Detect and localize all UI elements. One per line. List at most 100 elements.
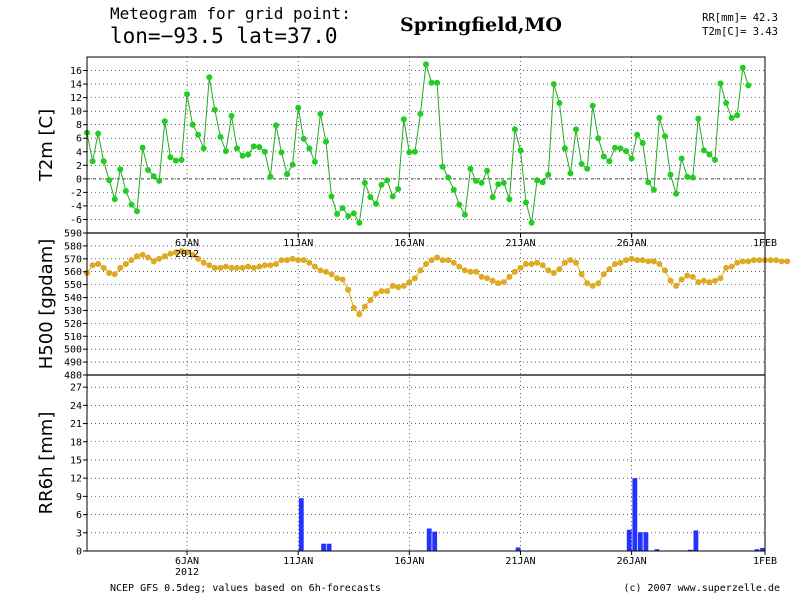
t2m-point	[256, 144, 263, 150]
h500-point	[573, 259, 579, 266]
t2m-point	[667, 171, 674, 178]
h500-point	[695, 279, 702, 286]
h500-point	[662, 267, 668, 274]
h500-point	[784, 258, 791, 265]
h500-point	[723, 264, 730, 271]
t2m-point	[200, 145, 207, 152]
t2m-point	[478, 179, 485, 186]
h500-point	[234, 264, 240, 271]
h500-point	[773, 257, 780, 264]
x-tick-label: 6JAN	[175, 238, 199, 249]
t2m-point	[122, 188, 129, 194]
t2m-point	[295, 104, 302, 111]
h500-point	[122, 261, 129, 267]
h500-point	[172, 249, 179, 256]
t2m-point	[523, 199, 529, 206]
h500-point	[550, 270, 557, 276]
t2m-point	[612, 144, 618, 151]
h500-point	[145, 254, 152, 261]
t2m-point	[117, 166, 124, 173]
y-tick-label: 18	[70, 437, 82, 448]
t2m-point	[172, 157, 179, 164]
h500-point	[689, 273, 696, 280]
t2m-point	[495, 181, 502, 188]
y-tick-label: 590	[64, 229, 82, 240]
h500-point	[684, 272, 691, 279]
h500-point	[606, 266, 613, 273]
precip-bar	[688, 549, 693, 551]
y-tick-label: 16	[70, 66, 82, 77]
h500-point	[273, 261, 279, 267]
precip-bar	[754, 549, 760, 551]
h500-point	[734, 259, 741, 266]
t2m-point	[712, 156, 718, 163]
t2m-point	[600, 153, 607, 160]
x-tick-label: 21JAN	[505, 556, 535, 567]
t2m-point	[389, 193, 396, 200]
h500-point	[667, 277, 674, 284]
t2m-point	[484, 167, 491, 174]
t2m-point	[639, 140, 646, 146]
y-axis-label: T2m [C]	[36, 109, 57, 182]
y-tick-label: 24	[70, 401, 82, 412]
t2m-point	[645, 179, 652, 186]
t2m-point	[511, 126, 518, 133]
h500-point	[289, 255, 296, 262]
h500-point	[700, 277, 707, 284]
y-tick-label: 480	[64, 371, 82, 382]
t2m-point	[106, 177, 113, 184]
data-layer	[84, 61, 791, 551]
t2m-point	[239, 152, 246, 159]
h500-point	[156, 255, 163, 262]
t2m-point	[228, 112, 235, 119]
y-tick-label: 4	[76, 147, 82, 158]
t2m-point	[500, 179, 507, 186]
x-tick-label: 21JAN	[505, 238, 535, 249]
x-tick-label: 1FEB	[753, 238, 777, 249]
h500-point	[317, 267, 324, 274]
t2m-point	[95, 130, 102, 137]
h500-point	[528, 261, 535, 267]
h500-point	[117, 264, 124, 271]
t2m-point	[589, 102, 596, 109]
y-tick-label: 580	[64, 241, 82, 252]
h500-point	[406, 279, 413, 286]
h500-point	[567, 257, 574, 264]
t2m-point	[534, 177, 541, 184]
h500-point	[534, 259, 541, 266]
y-tick-label: 21	[70, 419, 82, 430]
t2m-point	[434, 79, 441, 86]
t2m-point	[384, 177, 391, 184]
t2m-point	[595, 135, 602, 142]
y-tick-label: 3	[76, 528, 82, 539]
t2m-point	[634, 131, 641, 138]
h500-point	[239, 264, 246, 271]
h500-point	[428, 257, 435, 264]
h500-point	[506, 273, 513, 280]
h500-point	[395, 284, 402, 291]
y-tick-label: 14	[70, 80, 82, 91]
t2m-point	[745, 82, 752, 89]
t2m-point	[145, 167, 152, 173]
y-axis-label: RR6h [mm]	[36, 412, 57, 515]
h500-point	[584, 280, 591, 287]
rr-summary: RR[mm]= 42.3	[702, 12, 778, 24]
precip-bar	[298, 498, 304, 551]
y-tick-label: 8	[76, 120, 82, 131]
h500-point	[95, 261, 102, 267]
h500-point	[417, 267, 424, 274]
h500-point	[378, 288, 385, 295]
h500-point	[767, 257, 774, 264]
t2m-point	[311, 158, 318, 165]
t2m-line	[86, 64, 749, 225]
t2m-point	[684, 173, 691, 180]
y-tick-label: 10	[70, 107, 82, 118]
frame-layer	[83, 56, 766, 555]
t2m-point	[328, 193, 335, 200]
t2m-point	[489, 194, 496, 201]
t2m-point	[450, 186, 457, 193]
h500-point	[167, 250, 174, 257]
h500-point	[228, 264, 235, 271]
h500-point	[489, 277, 496, 284]
h500-point	[150, 258, 157, 265]
